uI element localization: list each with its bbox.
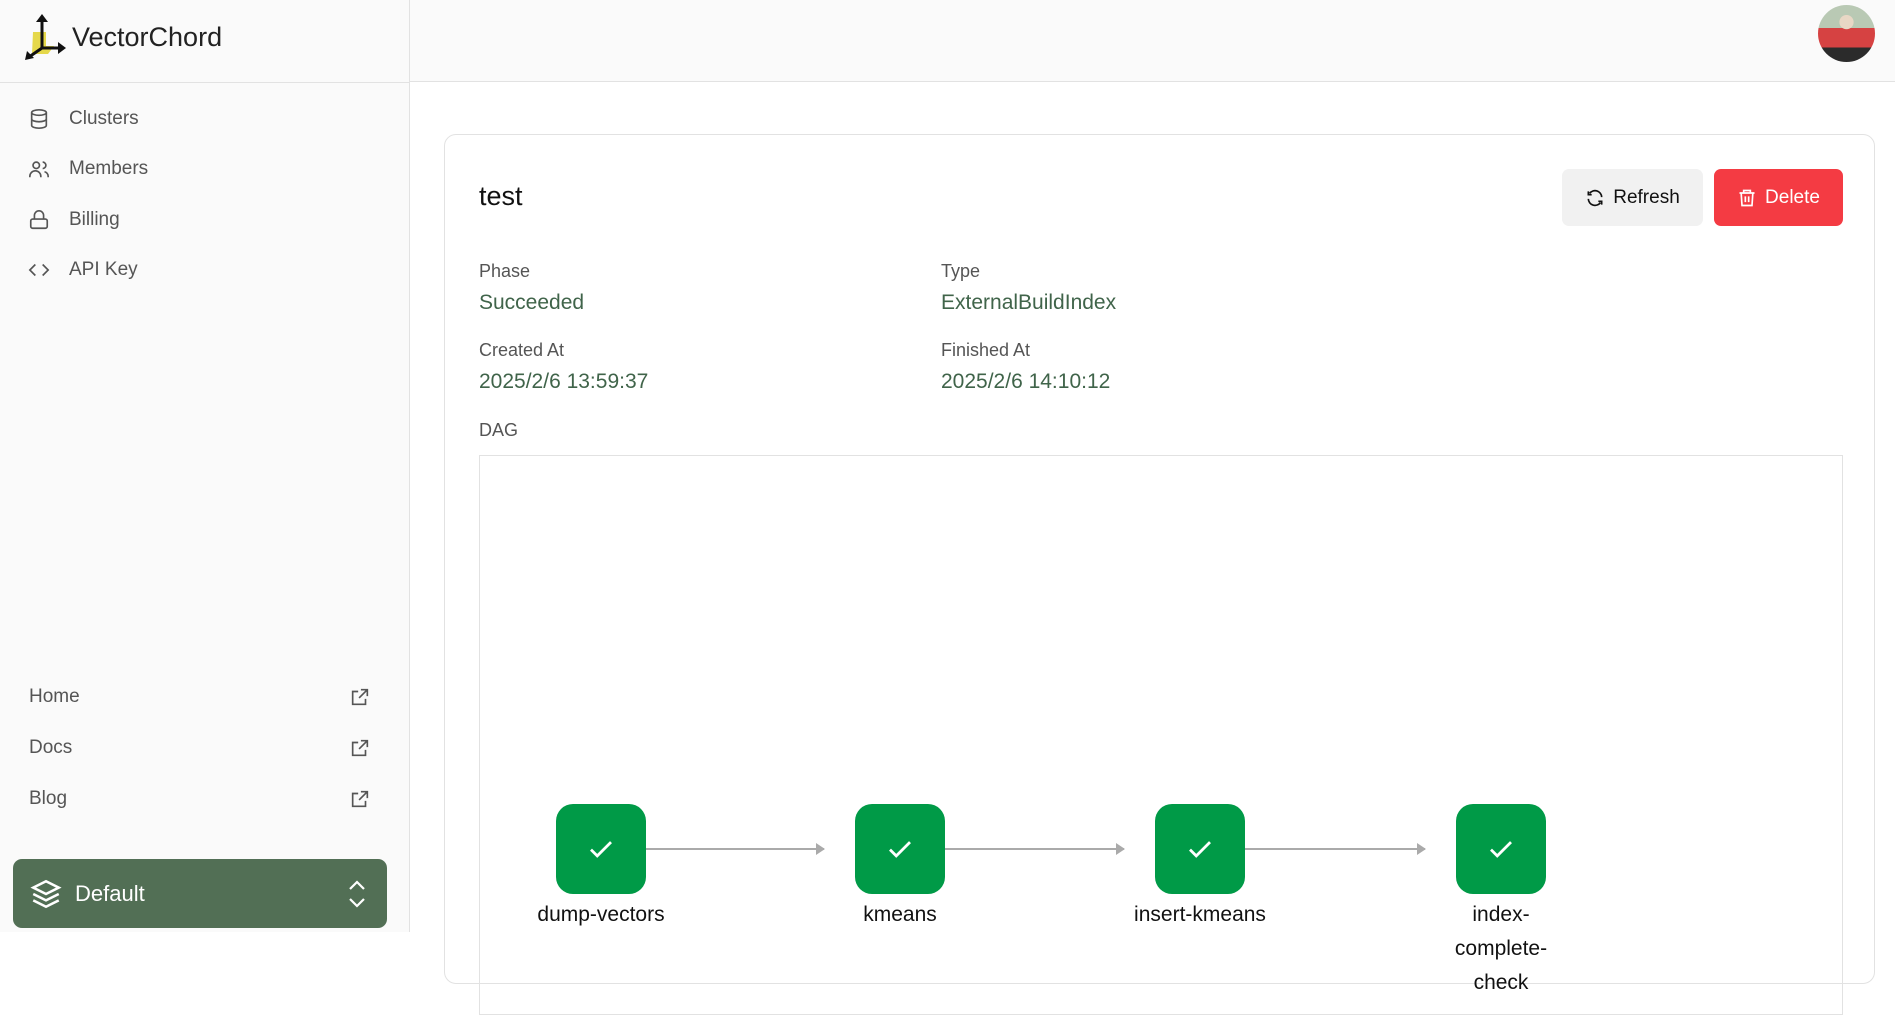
dag-node-insert-kmeans[interactable]: [1155, 804, 1245, 894]
link-label: Blog: [29, 788, 68, 809]
created-at-value: 2025/2/6 13:59:37: [479, 370, 649, 393]
sidebar-item-label: Members: [69, 158, 149, 179]
code-icon: [28, 263, 50, 277]
dag-node-label: kmeans: [863, 903, 937, 926]
dag-node-label: dump-vectors: [537, 903, 665, 926]
delete-button[interactable]: Delete: [1714, 169, 1843, 226]
sidebar-item-clusters[interactable]: Clusters: [28, 99, 139, 139]
external-link-icon: [351, 790, 369, 808]
chevron-up-down-icon: [349, 879, 365, 908]
phase-label: Phase: [479, 261, 531, 281]
brand-name: VectorChord: [72, 21, 223, 52]
dag-node-index-complete-check[interactable]: [1456, 804, 1546, 894]
sidebar-link-docs[interactable]: Docs: [29, 728, 371, 768]
dag-node-kmeans[interactable]: [855, 804, 945, 894]
page-title: test: [479, 181, 523, 211]
external-link-icon: [351, 739, 369, 757]
logo[interactable]: VectorChord: [24, 14, 222, 60]
user-avatar[interactable]: [1818, 5, 1875, 62]
link-label: Home: [29, 686, 80, 707]
org-name: Default: [75, 880, 145, 906]
dag-node-label: insert-kmeans: [1134, 903, 1266, 926]
org-switcher[interactable]: Default: [13, 859, 387, 928]
divider: [0, 82, 410, 83]
check-icon: [889, 841, 911, 858]
sidebar-item-label: Clusters: [69, 108, 139, 129]
finished-at-value: 2025/2/6 14:10:12: [941, 370, 1111, 393]
type-value: ExternalBuildIndex: [941, 291, 1117, 314]
sidebar-item-billing[interactable]: Billing: [28, 200, 120, 240]
refresh-button[interactable]: Refresh: [1562, 169, 1703, 226]
dag-label: DAG: [479, 420, 519, 440]
sidebar: VectorChord Clusters Members Billing API…: [0, 0, 410, 932]
check-icon: [1490, 841, 1512, 858]
layers-icon: [30, 879, 62, 908]
dag-canvas[interactable]: dump-vectors kmeans insert-kmeans index-…: [479, 455, 1843, 1015]
lock-icon: [29, 210, 49, 230]
database-icon: [30, 109, 48, 129]
sidebar-item-label: API Key: [69, 259, 138, 280]
type-label: Type: [941, 261, 981, 281]
users-icon: [29, 161, 49, 178]
finished-at-label: Finished At: [941, 340, 1031, 360]
trash-icon: [1739, 189, 1755, 206]
sidebar-item-api-key[interactable]: API Key: [28, 250, 138, 290]
sidebar-link-home[interactable]: Home: [29, 677, 371, 717]
check-icon: [1189, 841, 1211, 858]
delete-label: Delete: [1765, 186, 1820, 208]
job-detail-card: test Refresh Delete Phase Succeeded Type…: [444, 134, 1875, 1015]
dag-edge: [945, 843, 1125, 855]
dag-node-label: index-complete-check: [1454, 903, 1548, 994]
link-label: Docs: [29, 737, 73, 758]
dag-edge: [645, 843, 825, 855]
sidebar-item-label: Billing: [69, 209, 120, 230]
phase-value: Succeeded: [479, 291, 585, 314]
check-icon: [590, 841, 612, 858]
external-link-icon: [351, 688, 369, 706]
refresh-icon: [1587, 189, 1603, 206]
top-bar: [410, 0, 1895, 82]
sidebar-item-members[interactable]: Members: [28, 149, 148, 189]
dag-edge: [1245, 843, 1426, 855]
refresh-label: Refresh: [1613, 186, 1680, 208]
created-at-label: Created At: [479, 340, 565, 360]
vectorchord-logo-icon: [25, 14, 66, 60]
sidebar-link-blog[interactable]: Blog: [29, 779, 371, 819]
dag-node-dump-vectors[interactable]: [556, 804, 646, 894]
